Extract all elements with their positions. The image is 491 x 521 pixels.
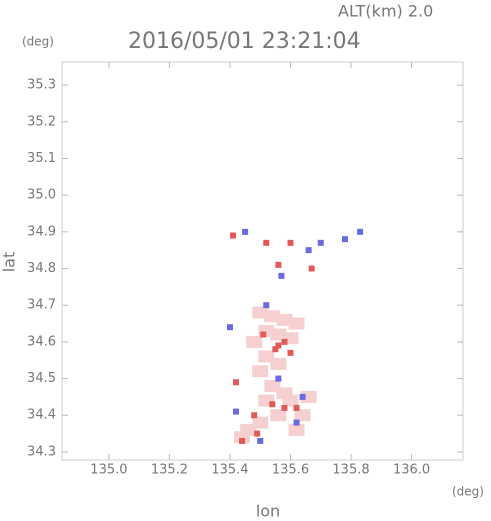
radar-cell [275,261,282,268]
y-tick-label: 34.9 [27,224,56,239]
plot-frame [61,61,464,461]
y-tick-label: 35.0 [27,188,56,203]
radar-cell [260,331,267,338]
radar-cell [278,272,285,279]
y-tick-label: 34.6 [27,334,56,349]
radar-cell [281,338,288,345]
y-unit: (deg) [22,35,54,49]
radar-cell [242,228,249,235]
radar-cell [275,342,282,349]
radar-cell [251,412,258,419]
radar-cell [263,302,270,309]
radar-cell [281,404,288,411]
altitude-label: ALT(km) 2.0 [338,2,433,21]
radar-cell [233,408,240,415]
radar-cell [308,265,315,272]
radar-cell [252,306,269,319]
y-tick-label: 35.2 [27,114,56,129]
x-tick-label: 135.4 [211,463,248,478]
radar-cell [357,228,364,235]
radar-cell [294,409,311,422]
radar-cell [293,404,300,411]
radar-cell [257,437,264,444]
x-tick-label: 136.0 [393,463,430,478]
radar-cell [272,346,279,353]
radar-cell [226,324,233,331]
x-tick-label: 135.6 [272,463,309,478]
radar-cell [246,335,263,348]
x-tick-label: 135.2 [151,463,188,478]
x-tick-label: 135.0 [90,463,127,478]
y-tick-label: 34.5 [27,371,56,386]
y-tick-label: 34.3 [27,444,56,459]
y-tick-label: 35.1 [27,151,56,166]
x-tick-label: 135.8 [332,463,369,478]
radar-cell [270,409,287,422]
radar-cell [288,317,305,330]
radar-cell [269,401,276,408]
radar-cell [275,375,282,382]
y-tick-label: 34.4 [27,408,56,423]
radar-cell [287,239,294,246]
y-tick-label: 34.8 [27,261,56,276]
radar-cell [254,430,261,437]
radar-cell [293,419,300,426]
radar-cell [233,379,240,386]
radar-cell [305,247,312,254]
y-axis-label: lat [0,252,19,273]
radar-cell [252,416,269,429]
radar-cell [299,393,306,400]
radar-cell [264,379,281,392]
radar-cell [270,328,287,341]
radar-cell [317,239,324,246]
y-tick-label: 35.3 [27,78,56,93]
radar-cell [287,349,294,356]
radar-cell [263,239,270,246]
radar-cell [341,236,348,243]
radar-cell [264,310,281,323]
radar-cell [258,350,275,363]
radar-cell [252,365,269,378]
radar-cell [276,313,293,326]
x-unit: (deg) [452,485,484,499]
radar-cell [288,423,305,436]
radar-cell [234,431,251,444]
radar-cell [229,232,236,239]
y-tick-label: 34.7 [27,298,56,313]
radar-cell [270,357,287,370]
x-axis-label: lon [256,502,280,521]
radar-cell [282,394,299,407]
radar-cell [239,437,246,444]
chart-title: 2016/05/01 23:21:04 [128,29,361,54]
